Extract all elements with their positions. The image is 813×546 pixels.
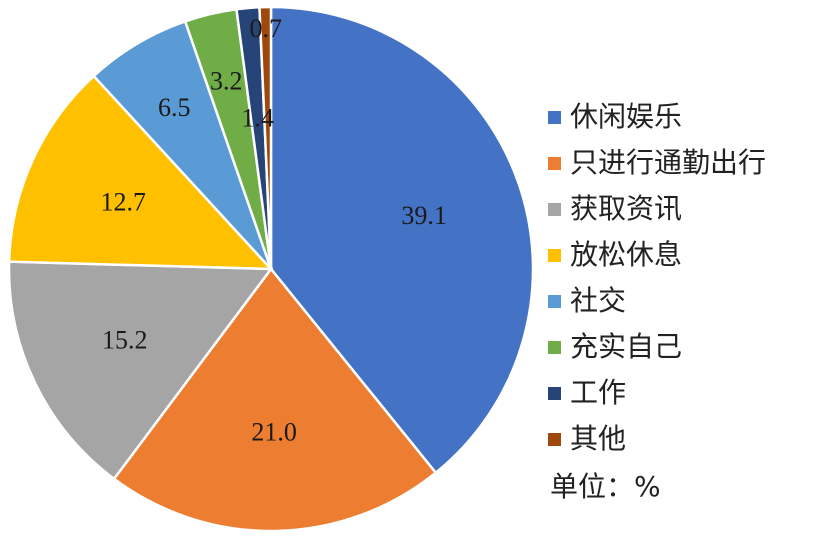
pie-slice [7,260,274,481]
legend-swatch [548,248,561,262]
legend-item: 工作 [548,370,766,416]
pie-slice [258,5,273,270]
pie-slice [7,74,274,271]
legend-label: 社交 [570,284,627,317]
legend-label: 只进行通勤出行 [570,146,767,179]
legend-swatch [548,386,561,400]
legend-item: 其他 [548,416,766,462]
legend-label: 充实自己 [570,330,683,363]
legend-swatch [548,110,561,124]
legend-swatch [548,202,561,216]
legend: 休闲娱乐 只进行通勤出行 获取资讯 放松休息 社交 充实自己 工作 其他 [548,94,766,462]
legend-label: 休闲娱乐 [570,100,683,133]
legend-item: 社交 [548,278,766,324]
legend-swatch [548,340,561,354]
legend-label: 其他 [570,422,627,455]
legend-item: 获取资讯 [548,186,766,232]
legend-item: 充实自己 [548,324,766,370]
slice-data-label: 21.0 [251,417,297,446]
legend-swatch [548,156,561,170]
legend-item: 只进行通勤出行 [548,140,766,186]
legend-swatch [548,294,561,308]
pie-slice [112,266,438,533]
slice-data-label: 12.7 [100,188,146,217]
unit-label: 单位：% [550,470,661,503]
legend-label: 工作 [570,376,627,409]
legend-label: 放松休息 [570,238,683,271]
slice-data-label: 39.1 [401,201,447,230]
slice-data-label: 0.7 [249,14,282,43]
slice-data-label: 6.5 [158,93,191,122]
slice-data-label: 3.2 [210,66,243,95]
legend-item: 放松休息 [548,232,766,278]
legend-label: 获取资讯 [570,192,683,225]
pie-slice [269,5,535,475]
slice-data-label: 1.4 [241,104,274,133]
legend-item: 休闲娱乐 [548,94,766,140]
slice-data-label: 15.2 [102,326,148,355]
legend-swatch [548,432,561,446]
